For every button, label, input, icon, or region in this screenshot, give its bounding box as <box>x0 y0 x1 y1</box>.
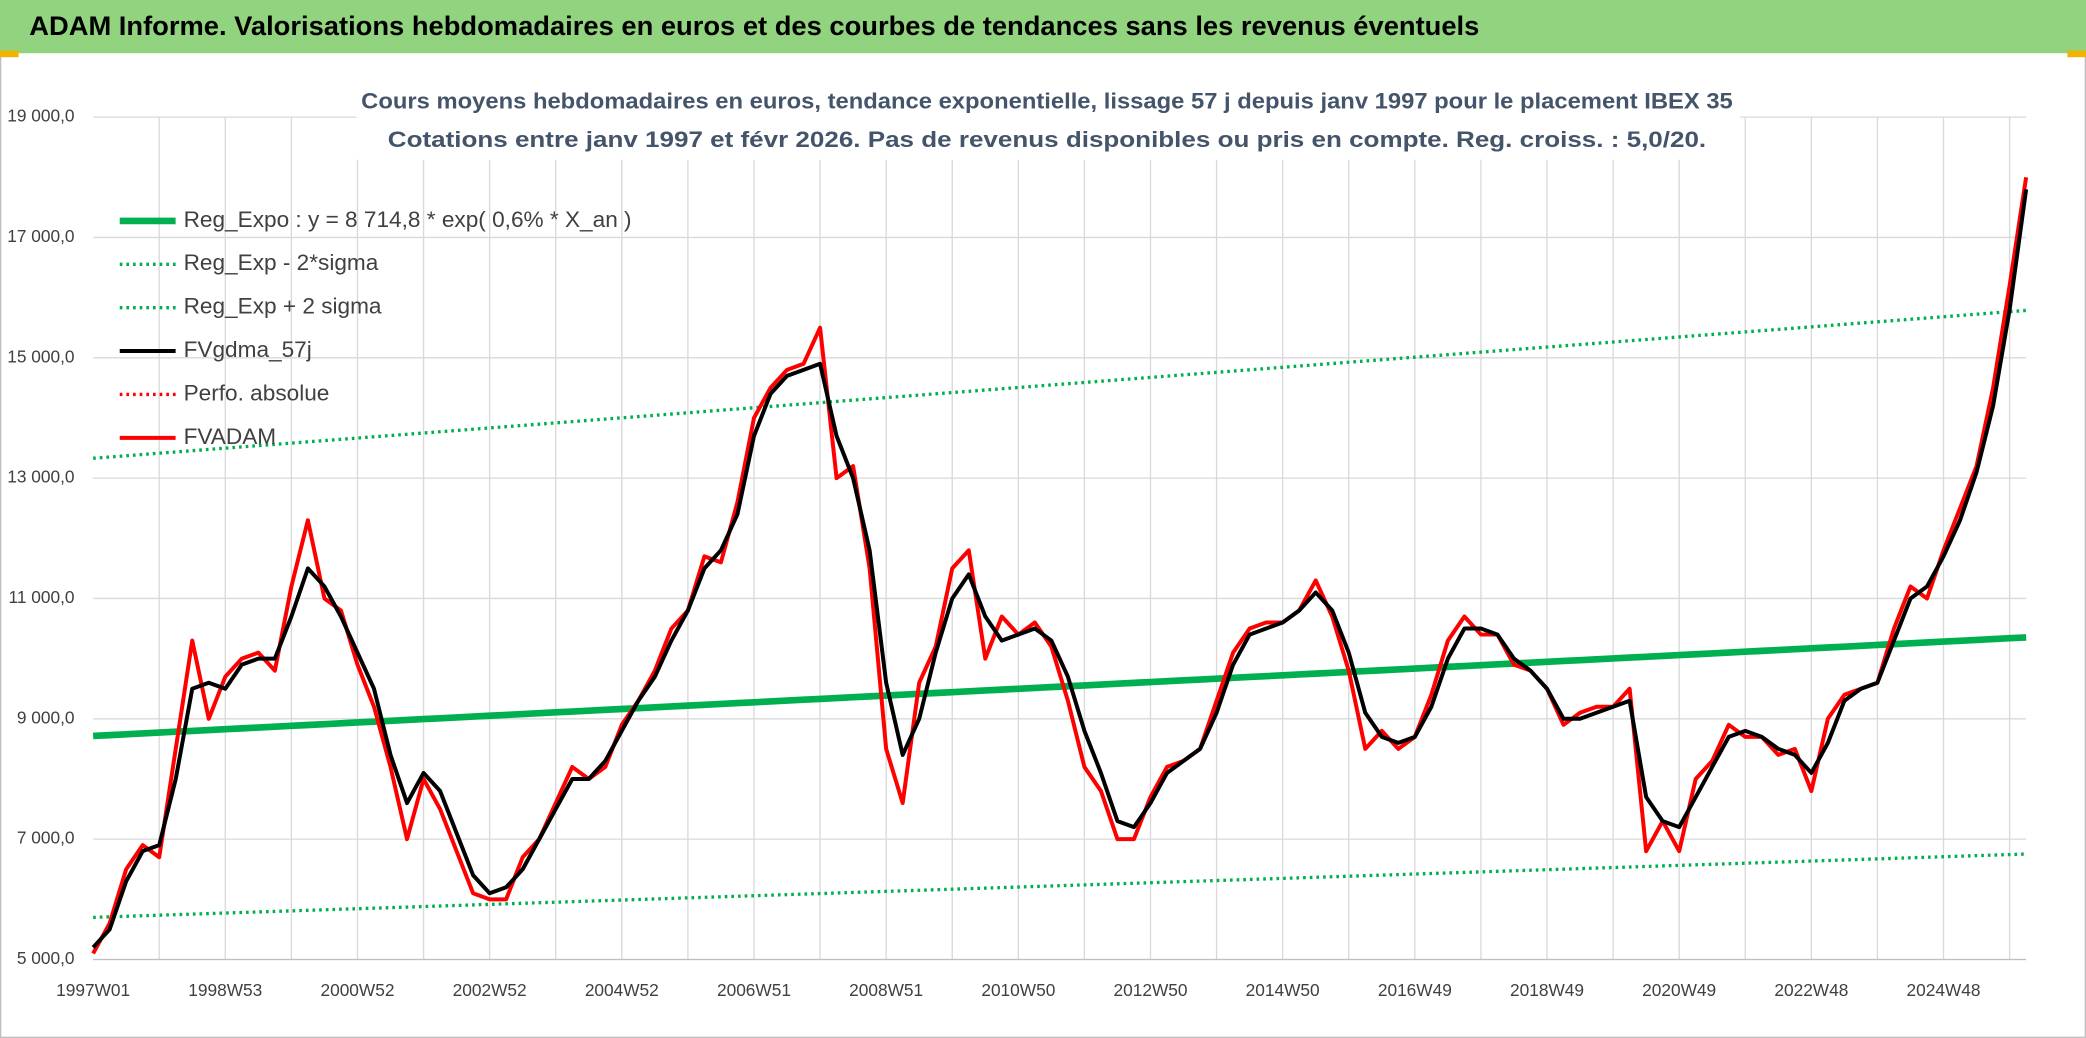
x-tick-label: 2002W52 <box>453 980 527 1000</box>
corner <box>2067 50 2086 58</box>
y-tick-label: 15 000,0 <box>7 346 74 366</box>
legend-label: FVADAM <box>184 424 277 449</box>
x-tick-label: 2022W48 <box>1774 980 1848 1000</box>
plot: 5 000,0 7 000,0 9 000,0 11 000,0 13 000,0 15 … <box>7 106 2029 1000</box>
x-tick-label: 2000W52 <box>320 980 394 1000</box>
y-tick-label: 17 000,0 <box>7 226 74 246</box>
x-tick-label: 2014W50 <box>1246 980 1320 1000</box>
x-tick-label: 1998W53 <box>188 980 262 1000</box>
corner <box>0 50 19 58</box>
y-tick-label: 13 000,0 <box>7 467 74 487</box>
header-title: ADAM Informe. Valorisations hebdomadaire… <box>29 11 1479 41</box>
y-tick-label: 7 000,0 <box>17 828 75 848</box>
series-line <box>92 634 2027 740</box>
y-tick-label: 5 000,0 <box>17 948 75 968</box>
y-tick-label: 9 000,0 <box>17 707 75 727</box>
legend-label: Reg_Exp + 2 sigma <box>184 294 382 319</box>
legend-label: Perfo. absolue <box>184 380 330 405</box>
series-line <box>93 852 2027 920</box>
x-tick-label: 2020W49 <box>1642 980 1716 1000</box>
legend-label: FVgdma_57j <box>184 337 312 362</box>
x-tick-label: 2012W50 <box>1114 980 1188 1000</box>
x-tick-label: 2018W49 <box>1510 980 1584 1000</box>
y-tick-label: 11 000,0 <box>9 587 75 607</box>
legend-label: Reg_Exp - 2*sigma <box>184 250 379 275</box>
series-line <box>91 176 2029 955</box>
x-tick-label: 2010W50 <box>981 980 1055 1000</box>
legend-label: Reg_Expo : y = 8 714,8 * exp( 0,6% * X_a… <box>184 207 632 232</box>
header-bar <box>0 0 2086 54</box>
x-tick-label: 2004W52 <box>585 980 659 1000</box>
x-tick-label: 2016W49 <box>1378 980 1452 1000</box>
series-line <box>91 189 2029 949</box>
x-tick-label: 1997W01 <box>56 980 130 1000</box>
x-tick-label: 2008W51 <box>849 980 923 1000</box>
y-tick-label: 19 000,0 <box>7 106 74 126</box>
x-tick-label: 2024W48 <box>1907 980 1981 1000</box>
x-tick-label: 2006W51 <box>717 980 791 1000</box>
chart-subtitle: Cotations entre janv 1997 et févr 2026. … <box>388 127 1706 152</box>
title-bg <box>356 82 1741 160</box>
chart-title: Cours moyens hebdomadaires en euros, ten… <box>361 88 1733 113</box>
